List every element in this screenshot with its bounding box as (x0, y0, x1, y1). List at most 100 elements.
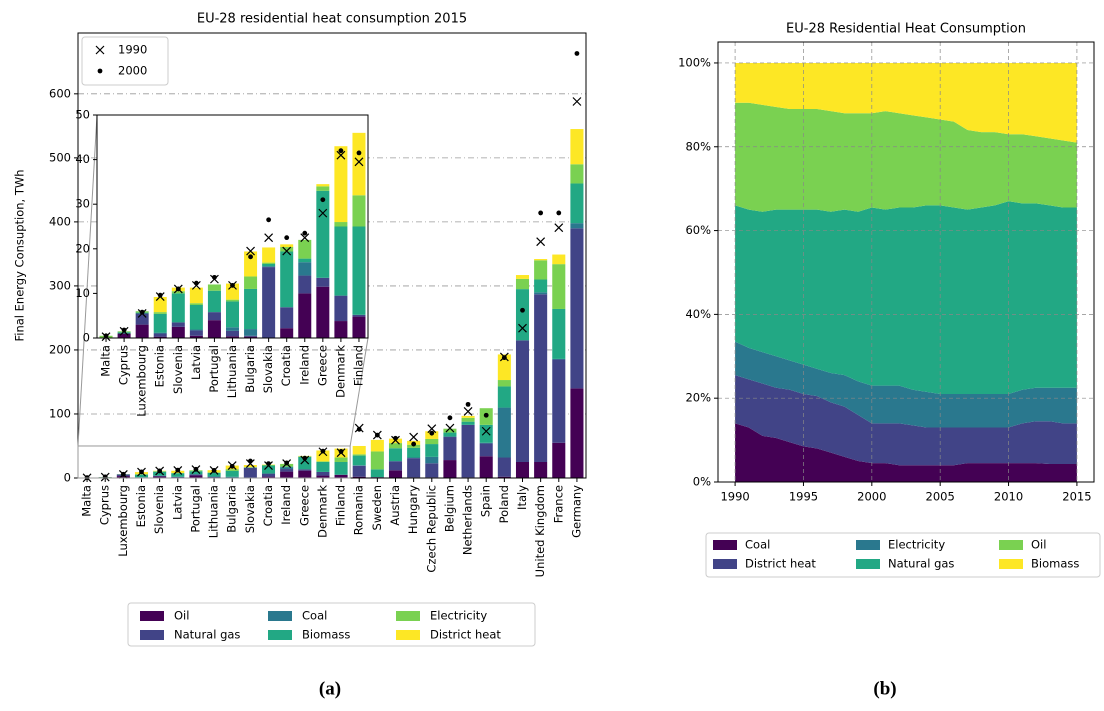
marker-2000 (356, 426, 362, 432)
inset-x-tick-label: Cyprus (117, 345, 131, 385)
y-axis-label: Final Energy Consuption, TWh (13, 169, 27, 341)
x-tick-label: 1995 (789, 490, 818, 504)
bar-segment (425, 444, 439, 457)
x-tick-label: 2015 (1062, 490, 1091, 504)
caption: (a) (319, 678, 341, 699)
bar-segment (207, 476, 221, 477)
bar-segment (570, 228, 584, 389)
bar-segment (515, 289, 530, 341)
bar-segment (352, 195, 366, 227)
bar-segment (280, 471, 294, 478)
bar-segment (570, 164, 584, 184)
bar-segment (443, 436, 457, 438)
bar-segment (534, 259, 548, 261)
y-tick-label: 100 (49, 406, 71, 420)
marker-2000 (501, 355, 507, 361)
bar-segment (225, 299, 240, 302)
bar-segment (388, 461, 403, 471)
bar-segment (534, 294, 548, 462)
bar-segment (443, 460, 457, 478)
marker-2000 (139, 469, 144, 475)
marker-2000 (338, 449, 344, 454)
bar-segment (280, 469, 294, 472)
marker-1990 (554, 223, 564, 233)
bar-segment (244, 251, 258, 277)
marker-2000 (284, 460, 290, 466)
bar-segment (316, 471, 330, 476)
bar-segment (225, 283, 240, 300)
marker-1990 (463, 406, 473, 416)
bar-segment (243, 467, 257, 478)
bar-segment (280, 467, 294, 470)
marker-2000 (302, 455, 308, 461)
bar-segment (207, 320, 221, 338)
x-tick-label: Finland (334, 485, 348, 526)
x-tick-label: Slovenia (152, 485, 166, 534)
marker-2000 (338, 148, 344, 154)
bar-segment (225, 330, 240, 337)
legend-box (127, 602, 536, 647)
bar-segment (497, 457, 511, 477)
bar-segment (334, 474, 348, 478)
plot-frame (717, 41, 1095, 483)
marker-2000 (157, 292, 163, 298)
x-tick-label: Malta (80, 485, 94, 517)
bar-segment (262, 263, 276, 267)
bar-segment (153, 475, 167, 477)
inset-y-tick-label: 20 (75, 241, 90, 255)
area (735, 201, 1077, 394)
bar-segment (171, 326, 185, 338)
bar-segment (207, 312, 221, 321)
bar-segment (207, 472, 221, 477)
marker-1990 (336, 150, 346, 160)
marker-2000 (302, 230, 308, 236)
bar-segment (461, 424, 475, 478)
y-tick-label: 0% (693, 475, 711, 489)
bar-segment (298, 258, 312, 263)
inset-x-tick-label: Lithuania (225, 345, 239, 398)
bar-segment (207, 290, 221, 313)
bar-segment (153, 336, 167, 338)
bar-segment (171, 291, 185, 294)
bar-segment (298, 469, 312, 471)
bar-segment (225, 336, 240, 338)
marker-2000 (103, 333, 109, 339)
legend-label: Natural gas (174, 628, 240, 642)
bar-segment (189, 330, 203, 336)
x-tick-label: Italy (515, 485, 529, 510)
x-tick-label: Poland (497, 485, 511, 523)
bar-segment (316, 190, 330, 278)
bar-segment (425, 456, 439, 464)
bar-segment (479, 424, 493, 443)
x-tick-label: Portugal (188, 485, 202, 533)
bar-segment (262, 247, 276, 263)
bar-segment (244, 288, 258, 330)
legend-label: 1990 (118, 43, 147, 57)
bar-segment (552, 308, 566, 359)
area (735, 62, 1077, 143)
bar-segment (316, 450, 330, 462)
x-tick-label: Spain (479, 485, 493, 517)
bar-segment (134, 474, 149, 478)
x-tick-label: Sweden (370, 485, 384, 530)
x-tick-label: Ireland (279, 485, 293, 525)
bar-segment (207, 284, 221, 291)
x-tick-label: 1990 (720, 490, 749, 504)
x-tick-label: France (551, 485, 565, 523)
y-tick-label: 40% (685, 307, 711, 321)
legend-swatch (396, 630, 420, 640)
bar-segment (497, 380, 511, 387)
bar-segment (316, 186, 330, 191)
bar-segment (316, 461, 330, 472)
marker-2000 (429, 430, 435, 436)
inset-x-tick-label: Slovenia (171, 345, 185, 394)
x-tick-label: Austria (388, 485, 402, 526)
y-tick-label: 300 (49, 278, 71, 292)
bar-segment (298, 293, 312, 338)
bar-segment (117, 332, 131, 334)
x-tick-label: Czech Republic (424, 485, 438, 573)
chart-title: EU-28 Residential Heat Consumption (786, 22, 1026, 37)
marker-2000 (447, 415, 453, 421)
y-tick-label: 100% (678, 55, 711, 69)
bar-segment (280, 244, 294, 248)
